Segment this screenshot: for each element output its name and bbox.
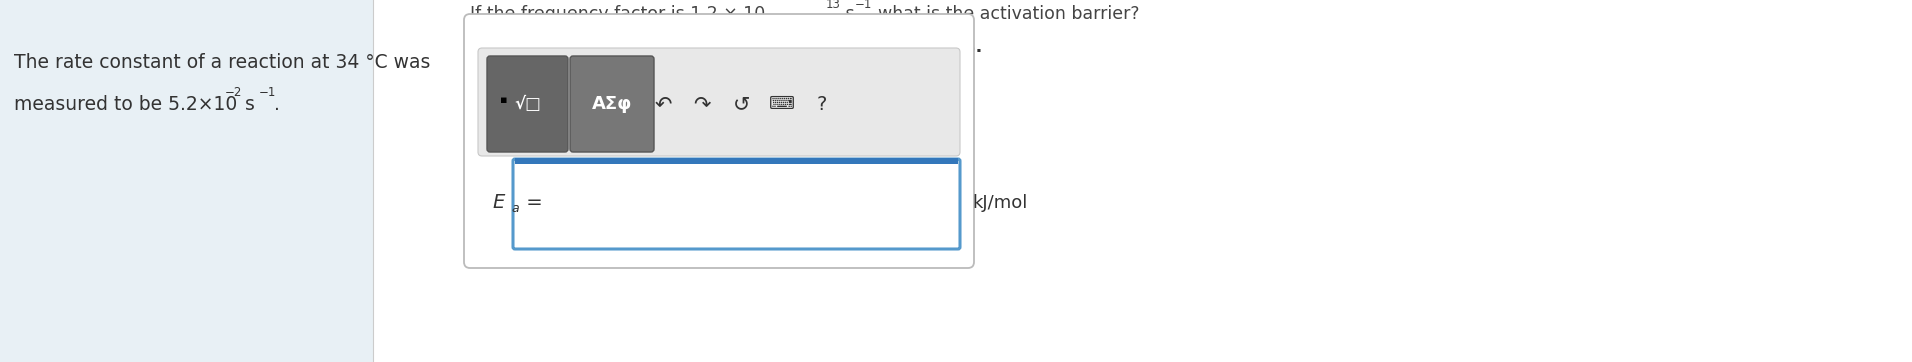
Text: Express your answer using two significant figures.: Express your answer using two significan… xyxy=(470,38,983,56)
Text: −1: −1 xyxy=(855,0,872,12)
Text: ↺: ↺ xyxy=(732,94,751,114)
Text: .: . xyxy=(268,94,279,114)
Text: ▪: ▪ xyxy=(501,95,509,105)
Text: =: = xyxy=(520,194,543,212)
Text: measured to be 5.2×10: measured to be 5.2×10 xyxy=(13,94,237,114)
Text: The rate constant of a reaction at 34 °C was: The rate constant of a reaction at 34 °C… xyxy=(13,52,430,72)
Text: ?: ? xyxy=(816,94,828,114)
Text: , what is the activation barrier?: , what is the activation barrier? xyxy=(866,5,1140,23)
Text: E: E xyxy=(493,194,505,212)
FancyBboxPatch shape xyxy=(478,48,960,156)
Bar xyxy=(0,0,373,362)
Text: s: s xyxy=(239,94,254,114)
Text: If the frequency factor is 1.2 × 10: If the frequency factor is 1.2 × 10 xyxy=(470,5,765,23)
Bar xyxy=(514,158,958,164)
Text: −2: −2 xyxy=(226,85,243,98)
Text: kJ/mol: kJ/mol xyxy=(971,194,1027,212)
Text: √□: √□ xyxy=(514,95,541,113)
Text: ↷: ↷ xyxy=(694,94,711,114)
Text: a: a xyxy=(511,202,518,215)
FancyBboxPatch shape xyxy=(512,159,960,249)
Text: ↶: ↶ xyxy=(654,94,671,114)
Text: s: s xyxy=(839,5,855,23)
FancyBboxPatch shape xyxy=(465,14,973,268)
FancyBboxPatch shape xyxy=(488,56,568,152)
FancyBboxPatch shape xyxy=(570,56,654,152)
Text: −1: −1 xyxy=(258,85,277,98)
Text: AΣφ: AΣφ xyxy=(593,95,633,113)
Text: 13: 13 xyxy=(826,0,841,12)
Text: ⌨: ⌨ xyxy=(769,95,795,113)
